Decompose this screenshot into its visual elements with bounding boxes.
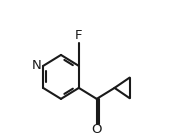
Text: F: F [75, 29, 83, 42]
Text: N: N [32, 59, 41, 72]
Text: O: O [91, 123, 102, 136]
